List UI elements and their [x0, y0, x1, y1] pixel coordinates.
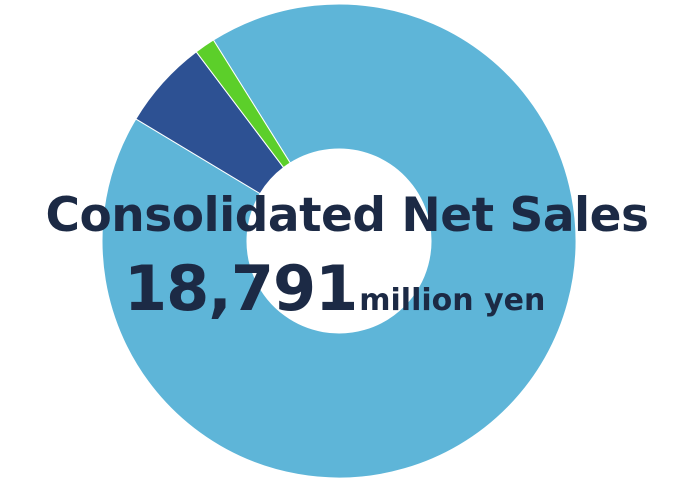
donut-slice-1: [101, 3, 577, 478]
donut-slice-3: [195, 39, 291, 169]
total-sales-unit: million yen: [359, 283, 546, 318]
chart-center-value: 18,791million yen: [124, 252, 545, 325]
total-sales-value: 18,791: [124, 252, 358, 325]
chart-center-title: Consolidated Net Sales: [45, 188, 649, 243]
